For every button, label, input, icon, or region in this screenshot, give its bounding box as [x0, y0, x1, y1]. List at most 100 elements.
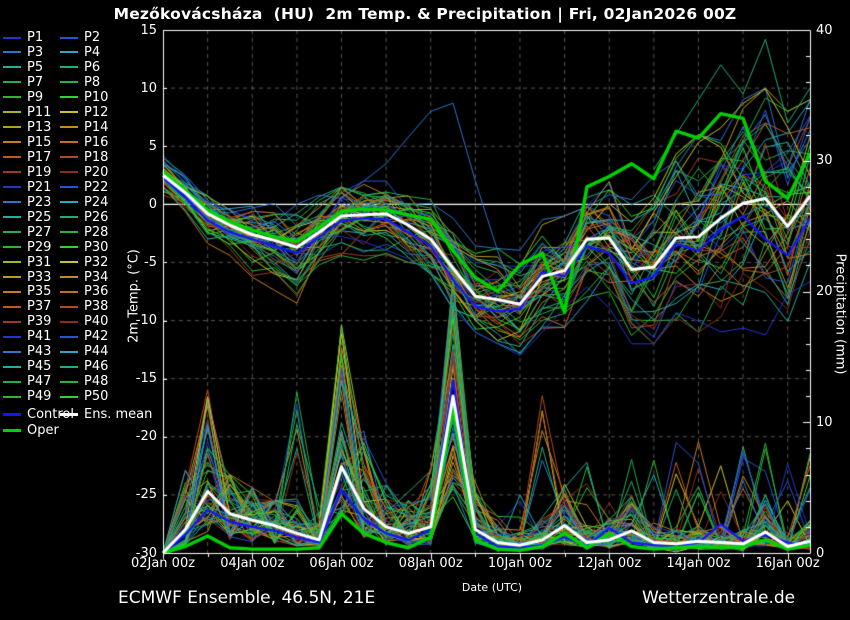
legend-item-p9: P9: [3, 90, 43, 105]
date-tick-label: 12Jan 00z: [577, 556, 642, 571]
legend-swatch: [60, 380, 78, 383]
legend-swatch: [60, 320, 78, 323]
precip-tick-label: 20: [816, 284, 833, 299]
legend-swatch: [60, 111, 78, 114]
legend-item-p32: P32: [60, 255, 108, 270]
legend-swatch: [3, 66, 21, 69]
legend-item-p25: P25: [3, 210, 51, 225]
legend-item-oper: Oper: [3, 423, 59, 438]
legend-item-p12: P12: [60, 105, 108, 120]
legend-swatch: [60, 126, 78, 129]
legend-swatch: [3, 380, 21, 383]
legend-swatch: [3, 81, 21, 84]
legend-swatch: [3, 156, 21, 159]
legend-label: P17: [27, 149, 52, 165]
legend-label: P24: [84, 194, 109, 210]
legend-label: P26: [84, 209, 109, 225]
legend-label: P21: [27, 179, 52, 195]
legend-label: P39: [27, 314, 52, 330]
legend-swatch: [3, 246, 21, 249]
legend-item-p16: P16: [60, 135, 108, 150]
legend-label: P48: [84, 374, 109, 390]
date-tick-label: 06Jan 00z: [309, 556, 374, 571]
legend-label: P20: [84, 164, 109, 180]
legend-swatch: [60, 261, 78, 264]
temp-tick-label: -20: [135, 429, 157, 445]
legend-label: P49: [27, 389, 52, 405]
legend-swatch: [3, 261, 21, 264]
date-tick-label: 16Jan 00z: [755, 556, 820, 571]
legend-label: P10: [84, 89, 109, 105]
legend-label: P34: [84, 269, 109, 285]
legend-swatch: [60, 395, 78, 398]
legend-item-p27: P27: [3, 225, 51, 240]
legend-label: P37: [27, 299, 52, 315]
legend-swatch: [3, 276, 21, 279]
legend-label: P46: [84, 359, 109, 375]
legend-item-p21: P21: [3, 180, 51, 195]
legend-label: P8: [84, 74, 101, 90]
legend-swatch: [60, 290, 78, 293]
legend-item-p4: P4: [60, 45, 100, 60]
legend-label: P19: [27, 164, 52, 180]
temp-tick-label: 0: [148, 196, 157, 212]
legend-item-p37: P37: [3, 299, 51, 314]
legend-item-p30: P30: [60, 240, 108, 255]
legend-item-p40: P40: [60, 314, 108, 329]
legend-label: P50: [84, 389, 109, 405]
legend-swatch: [3, 413, 21, 416]
legend-item-p11: P11: [3, 105, 51, 120]
legend-swatch: [60, 66, 78, 69]
legend-item-p7: P7: [3, 75, 43, 90]
legend-label: P23: [27, 194, 52, 210]
legend-swatch: [60, 81, 78, 84]
legend-label: P29: [27, 239, 52, 255]
legend-swatch: [60, 216, 78, 219]
legend-label: P9: [27, 89, 44, 105]
legend-item-p22: P22: [60, 180, 108, 195]
date-tick-label: 10Jan 00z: [487, 556, 552, 571]
legend-item-p43: P43: [3, 344, 51, 359]
legend-item-p46: P46: [60, 359, 108, 374]
legend-swatch: [60, 305, 78, 308]
legend-item-p39: P39: [3, 314, 51, 329]
legend-swatch: [60, 335, 78, 338]
legend-item-p49: P49: [3, 389, 51, 404]
legend-swatch: [60, 141, 78, 144]
legend-item-p42: P42: [60, 329, 108, 344]
legend-label: P2: [84, 30, 101, 45]
legend-label: P27: [27, 224, 52, 240]
legend-item-p41: P41: [3, 329, 51, 344]
precip-tick-label: 40: [816, 22, 833, 38]
legend-swatch: [3, 216, 21, 219]
temp-tick-label: -25: [135, 487, 157, 503]
legend-swatch: [60, 171, 78, 174]
legend-item-p38: P38: [60, 299, 108, 314]
legend-item-p31: P31: [3, 255, 51, 270]
chart-title: Mezőkovácsháza (HU) 2m Temp. & Precipita…: [113, 5, 737, 23]
temp-tick-label: -5: [144, 254, 157, 270]
legend-item-p20: P20: [60, 165, 108, 180]
legend-label: P44: [84, 344, 109, 360]
legend-swatch: [60, 51, 78, 54]
legend-swatch: [60, 201, 78, 204]
legend-label: P31: [27, 254, 52, 270]
legend-swatch: [60, 350, 78, 353]
precip-tick-label: 10: [816, 414, 833, 430]
legend-label: P11: [27, 104, 52, 120]
legend-item-ens-mean: Ens. mean: [60, 407, 152, 422]
legend-label: P15: [27, 134, 52, 150]
legend-label: P14: [84, 119, 109, 135]
legend-swatch: [3, 171, 21, 174]
legend-item-p45: P45: [3, 359, 51, 374]
legend-label: P16: [84, 134, 109, 150]
legend-label: P6: [84, 59, 101, 75]
date-tick-label: 14Jan 00z: [666, 556, 731, 571]
legend-label: P25: [27, 209, 52, 225]
legend-label: P38: [84, 299, 109, 315]
date-tick-label: 02Jan 00z: [130, 556, 196, 571]
legend-swatch: [3, 96, 21, 99]
legend-label: P12: [84, 104, 109, 120]
